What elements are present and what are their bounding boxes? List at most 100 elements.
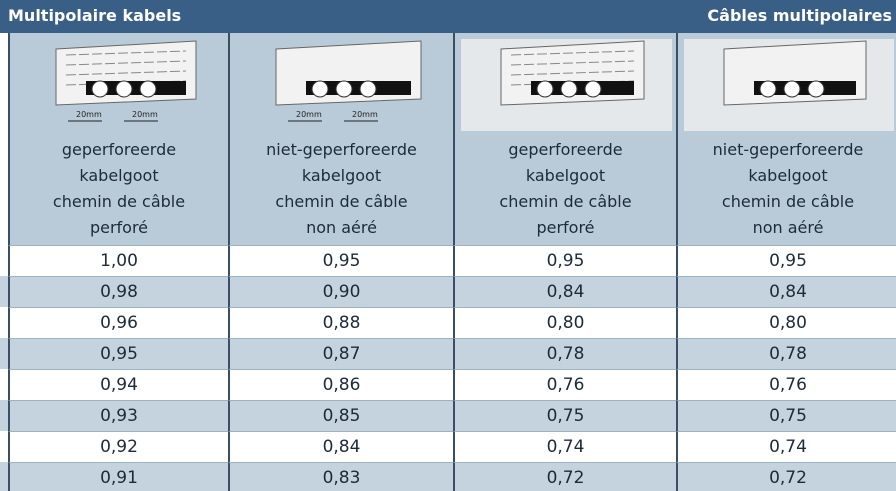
row-stub xyxy=(0,462,8,491)
table-cell: 0,72 xyxy=(676,462,896,491)
row-stub xyxy=(0,245,8,276)
cable-end xyxy=(783,80,801,98)
table-cell: 0,94 xyxy=(8,369,228,400)
cable-end xyxy=(536,80,554,98)
cable-end xyxy=(115,80,133,98)
label-line: chemin de câble xyxy=(499,192,632,211)
column-label: geperforeerde kabelgoot chemin de câble per… xyxy=(455,137,676,241)
perforation xyxy=(510,50,635,56)
cables xyxy=(531,81,634,95)
row-stub xyxy=(0,276,8,307)
perforation xyxy=(65,70,187,76)
label-line: kabelgoot xyxy=(79,166,159,185)
table-cell: 0,78 xyxy=(453,338,676,369)
cable-tray-drawing xyxy=(461,39,672,131)
label-line: kabelgoot xyxy=(301,166,382,185)
illustration: 20mm 20mm xyxy=(236,39,449,131)
cable-end xyxy=(560,80,578,98)
column-header: 20mm 20mm geperforeerde kabelgoot chemin de … xyxy=(8,33,228,245)
dimension-label: 20mm xyxy=(352,110,378,119)
table-cell: 0,84 xyxy=(228,431,453,462)
cable-tray-drawing: 20mm 20mm xyxy=(236,39,449,131)
table-cell: 0,75 xyxy=(676,400,896,431)
header-right: Câbles multipolaires xyxy=(707,6,892,25)
illustration xyxy=(684,39,894,131)
table-cell: 0,93 xyxy=(8,400,228,431)
row-stub xyxy=(0,369,8,400)
dimension-label: 20mm xyxy=(296,110,322,119)
header-bar: Multipolaire kabels Câbles multipolaires xyxy=(0,0,896,33)
table-cell: 0,85 xyxy=(228,400,453,431)
table-cell: 0,92 xyxy=(8,431,228,462)
label-line: chemin de câble xyxy=(52,192,186,211)
cable-end xyxy=(807,80,825,98)
table-cell: 0,87 xyxy=(228,338,453,369)
table-cell: 0,95 xyxy=(676,245,896,276)
table-cell: 0,74 xyxy=(453,431,676,462)
row-stub xyxy=(0,431,8,462)
table-cell: 0,95 xyxy=(453,245,676,276)
column-label: niet-geperforeerde kabelgoot chemin de câb… xyxy=(678,137,896,241)
row-stub xyxy=(0,307,8,338)
label-line: perforé xyxy=(89,218,149,237)
perforation xyxy=(65,50,187,56)
table-cell: 0,90 xyxy=(228,276,453,307)
table-cell: 0,84 xyxy=(676,276,896,307)
dimension-label: 20mm xyxy=(76,110,102,119)
column-label: niet-geperforeerde kabelgoot chemin de câb… xyxy=(230,137,453,241)
header-left: Multipolaire kabels xyxy=(8,6,182,25)
table-cell: 0,84 xyxy=(453,276,676,307)
table-cell: 0,83 xyxy=(228,462,453,491)
cables xyxy=(86,81,186,95)
cable-end xyxy=(335,80,353,98)
table-cell: 0,78 xyxy=(676,338,896,369)
cables xyxy=(306,81,411,95)
label-line: chemin de câble xyxy=(721,192,855,211)
label-line: geperforeerde xyxy=(508,140,623,159)
dimension-label: 20mm xyxy=(132,110,158,119)
column-header: 20mm 20mm niet-geperforeerde kabelgoot chemi… xyxy=(228,33,453,245)
table-cell: 0,75 xyxy=(453,400,676,431)
label-line: non aéré xyxy=(306,218,377,237)
table-cell: 0,76 xyxy=(676,369,896,400)
perforation xyxy=(510,70,635,76)
perforation xyxy=(510,60,635,66)
cable-end xyxy=(759,80,777,98)
column-header: niet-geperforeerde kabelgoot chemin de câb… xyxy=(676,33,896,245)
label-line: kabelgoot xyxy=(748,166,828,185)
table-cell: 0,74 xyxy=(676,431,896,462)
table-cell: 0,98 xyxy=(8,276,228,307)
label-line: niet-geperforeerde xyxy=(266,140,417,159)
row-stub xyxy=(0,400,8,431)
cable-end xyxy=(311,80,329,98)
table-cell: 0,76 xyxy=(453,369,676,400)
column-header: geperforeerde kabelgoot chemin de câble per… xyxy=(453,33,676,245)
table-cell: 0,96 xyxy=(8,307,228,338)
cable-end xyxy=(584,80,602,98)
table-cell: 1,00 xyxy=(8,245,228,276)
label-line: niet-geperforeerde xyxy=(712,140,864,159)
table-cell: 0,95 xyxy=(8,338,228,369)
table-cell: 0,80 xyxy=(453,307,676,338)
illustration: 20mm 20mm xyxy=(16,39,224,131)
label-line: chemin de câble xyxy=(275,192,408,211)
table-cell: 0,72 xyxy=(453,462,676,491)
label-line: kabelgoot xyxy=(525,166,606,185)
table-cell: 0,91 xyxy=(8,462,228,491)
perforation xyxy=(65,60,187,66)
label-line: perforé xyxy=(536,218,595,237)
column-label: geperforeerde kabelgoot chemin de câble per… xyxy=(10,137,228,241)
cable-tray-drawing: 20mm 20mm xyxy=(16,39,224,131)
cable-end xyxy=(139,80,157,98)
cable-end xyxy=(91,80,109,98)
cable-tray-drawing xyxy=(684,39,894,131)
cable-end xyxy=(359,80,377,98)
table-cell: 0,88 xyxy=(228,307,453,338)
table-cell: 0,95 xyxy=(228,245,453,276)
cables xyxy=(754,81,856,95)
label-line: geperforeerde xyxy=(61,140,177,159)
label-line: non aéré xyxy=(752,218,824,237)
table-cell: 0,86 xyxy=(228,369,453,400)
row-stub xyxy=(0,338,8,369)
